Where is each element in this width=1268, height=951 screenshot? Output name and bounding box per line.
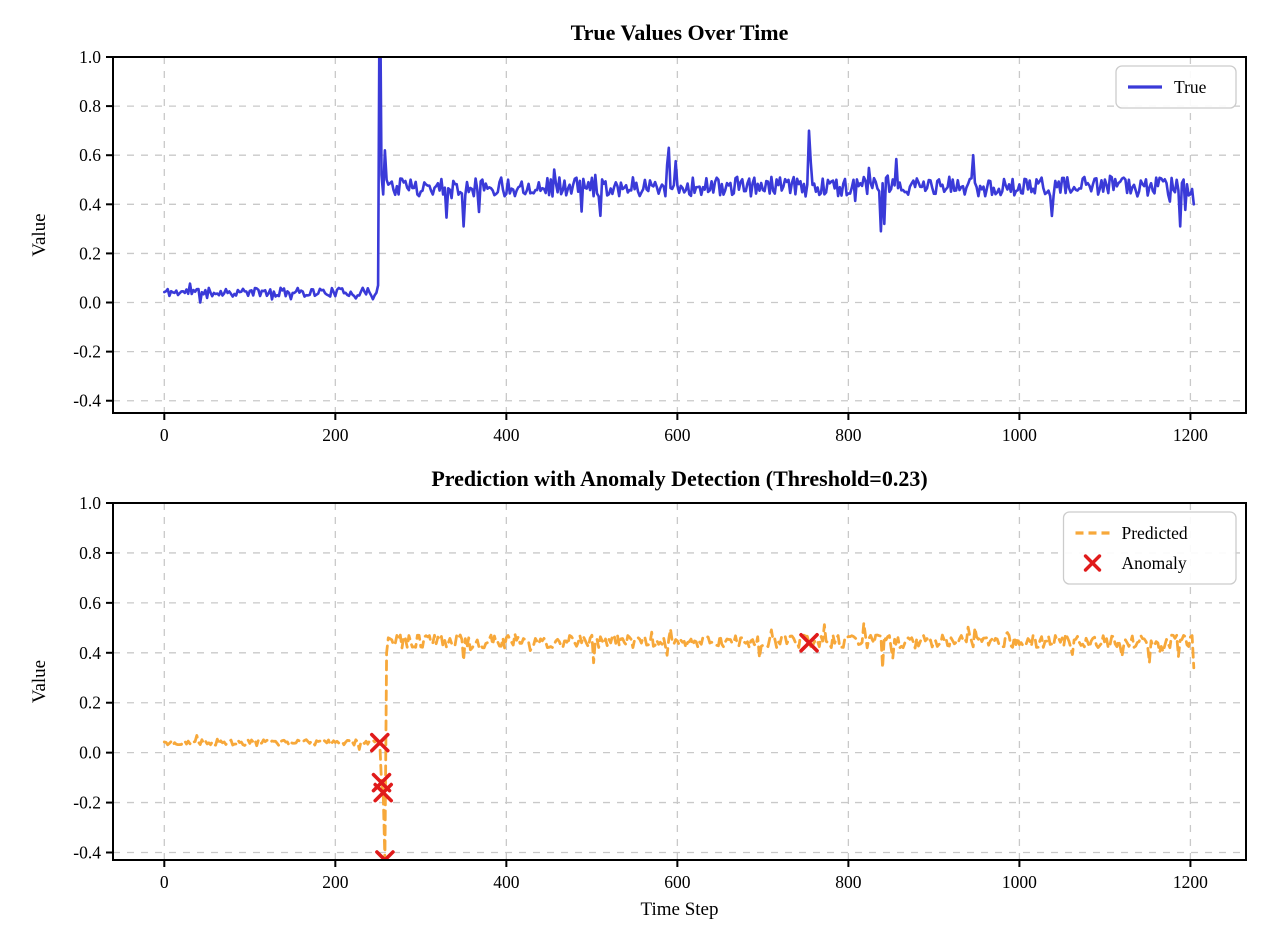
x-tick-label: 1200 [1173,872,1208,892]
x-axis-label: Time Step [641,899,719,920]
y-axis-label: Value [29,213,50,256]
x-tick-label: 1000 [1002,425,1037,445]
legend-entry-label: True [1174,77,1207,97]
anomaly-marker [799,633,819,653]
legend-box [1115,65,1237,109]
x-tick-label: 800 [835,425,862,445]
y-tick-label: 0.6 [79,593,101,613]
true-line [163,57,1196,304]
x-tick-label: 1200 [1173,425,1208,445]
y-tick-label: 0.0 [79,743,101,763]
x-tick-label: 600 [664,425,691,445]
y-tick-label: -0.2 [73,793,101,813]
y-tick-label: 0.2 [79,243,101,263]
subplot-prediction-anomaly: 0 200 400 600 800 1000 1200 1.0 0.8 0.6 0.4 0.2 0.0 -… [29,466,1247,920]
x-tick-label: 1000 [1002,872,1037,892]
anomaly-marker [375,850,395,860]
subplot-true-values: 0 200 400 600 800 1000 1200 1.0 0.8 0.6 0.4 0.2 0.0 -… [29,20,1247,445]
legend-sample-x-marker [1083,554,1102,572]
y-tick-label: -0.4 [73,391,101,411]
axes-spines [112,502,1247,861]
y-axis-label: Value [29,660,50,703]
legend-entry-label: Anomaly [1122,553,1187,573]
legend-box [1062,511,1237,585]
x-tick-label: 0 [160,872,169,892]
y-tick-label: 0.8 [79,96,101,116]
legend: Predicted Anomaly [1062,511,1237,585]
anomaly-marker [373,782,394,803]
axes-spines [112,56,1247,414]
x-tick-label: 400 [493,425,520,445]
x-tick-label: 400 [493,872,520,892]
chart-title: True Values Over Time [571,20,789,45]
y-tick-label: -0.2 [73,342,101,362]
x-tick-label: 800 [835,872,862,892]
x-tick-label: 200 [322,872,349,892]
y-tick-label: 0.8 [79,543,101,563]
y-tick-label: 0.4 [79,194,101,214]
x-tick-label: 0 [160,425,169,445]
x-tick-label: 600 [664,872,691,892]
predicted-line [162,621,1196,860]
y-tick-label: 0.0 [79,293,101,313]
y-tick-label: -0.4 [73,843,101,863]
y-tick-label: 0.6 [79,145,101,165]
y-tick-label: 1.0 [79,47,101,67]
y-tick-label: 0.2 [79,693,101,713]
chart-title: Prediction with Anomaly Detection (Thres… [431,466,927,491]
anomaly-marker [369,732,390,753]
y-tick-label: 0.4 [79,643,101,663]
legend: True [1115,65,1237,109]
legend-entry-label: Predicted [1122,523,1188,543]
x-tick-label: 200 [322,425,349,445]
y-tick-label: 1.0 [79,493,101,513]
